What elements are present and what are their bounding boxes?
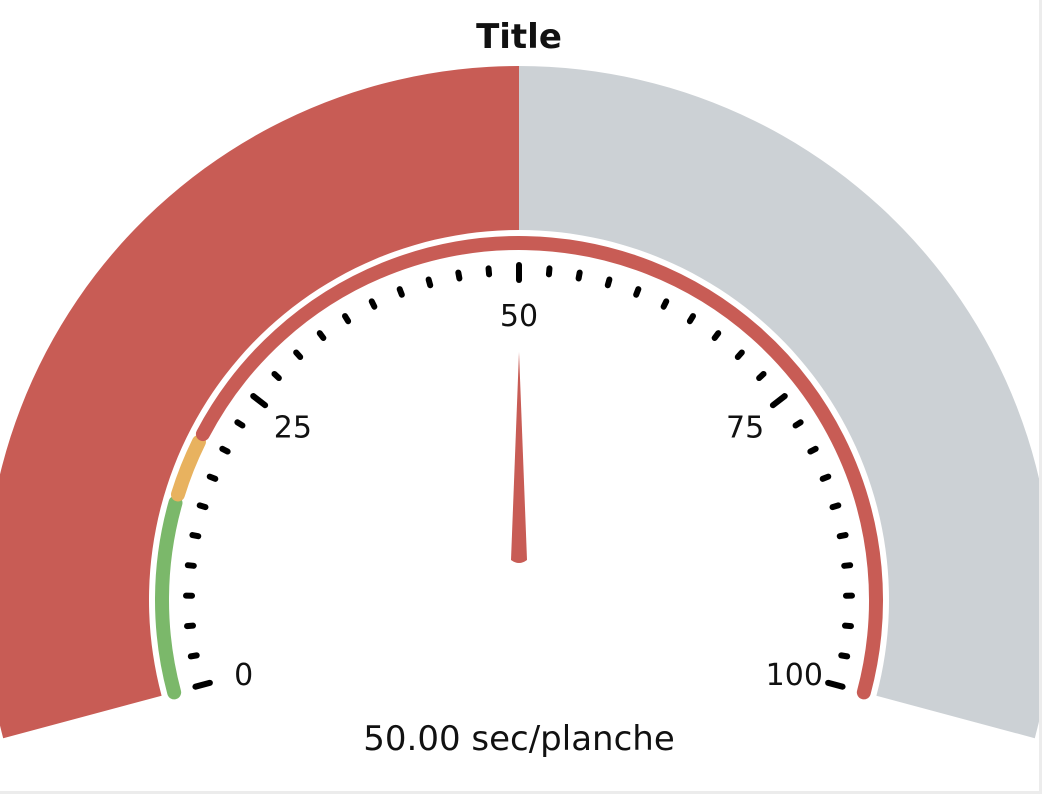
minor-tick <box>234 419 246 429</box>
needle <box>511 352 527 563</box>
major-tick <box>825 679 846 690</box>
minor-tick <box>342 313 352 325</box>
minor-tick <box>187 652 200 660</box>
outer-progress-arc <box>0 66 1042 739</box>
minor-tick <box>545 265 553 278</box>
minor-tick <box>819 473 832 482</box>
needle-pointer <box>511 352 527 563</box>
value-readout: 50.00 sec/planche <box>363 719 675 759</box>
gauge-title: Title <box>476 17 562 57</box>
value-fill-arc <box>0 66 519 739</box>
minor-tick <box>184 562 197 569</box>
minor-tick <box>575 269 583 282</box>
minor-tick <box>196 502 209 511</box>
minor-tick <box>829 502 842 511</box>
minor-tick <box>219 445 231 455</box>
tick-label: 50 <box>500 299 538 334</box>
tick-label: 75 <box>726 411 764 446</box>
major-tick <box>769 393 788 409</box>
minor-tick <box>792 419 804 429</box>
tick-label: 25 <box>274 411 312 446</box>
tick-label: 0 <box>234 658 253 693</box>
band-segment <box>195 235 883 700</box>
minor-tick <box>756 370 767 382</box>
minor-tick <box>807 445 819 455</box>
minor-tick <box>836 532 849 540</box>
band-segment <box>155 495 183 700</box>
band-segment <box>170 434 206 502</box>
minor-tick <box>734 349 745 360</box>
minor-tick <box>485 265 493 278</box>
remaining-track-arc <box>519 66 1042 739</box>
minor-tick <box>368 298 378 310</box>
tick-label: 100 <box>766 658 823 693</box>
minor-tick <box>455 269 463 282</box>
minor-tick <box>838 652 851 660</box>
minor-tick <box>841 562 854 569</box>
frame-edge-bottom <box>0 791 1042 794</box>
minor-tick <box>189 532 202 540</box>
minor-tick <box>660 298 670 310</box>
major-tick <box>192 679 213 690</box>
tick-labels: 0 25 50 75 100 <box>234 299 823 693</box>
minor-tick <box>271 370 282 382</box>
major-tick <box>250 393 269 409</box>
minor-tick <box>396 286 405 298</box>
frame-edge-right <box>1039 0 1042 794</box>
minor-tick <box>293 349 304 360</box>
minor-tick <box>711 330 722 341</box>
tick-marks <box>183 262 855 690</box>
minor-tick <box>206 473 219 482</box>
color-band-ring <box>155 235 883 700</box>
minor-tick <box>633 286 642 298</box>
minor-tick <box>425 276 434 289</box>
minor-tick <box>686 313 696 325</box>
minor-tick <box>604 276 613 289</box>
minor-tick <box>316 330 327 341</box>
